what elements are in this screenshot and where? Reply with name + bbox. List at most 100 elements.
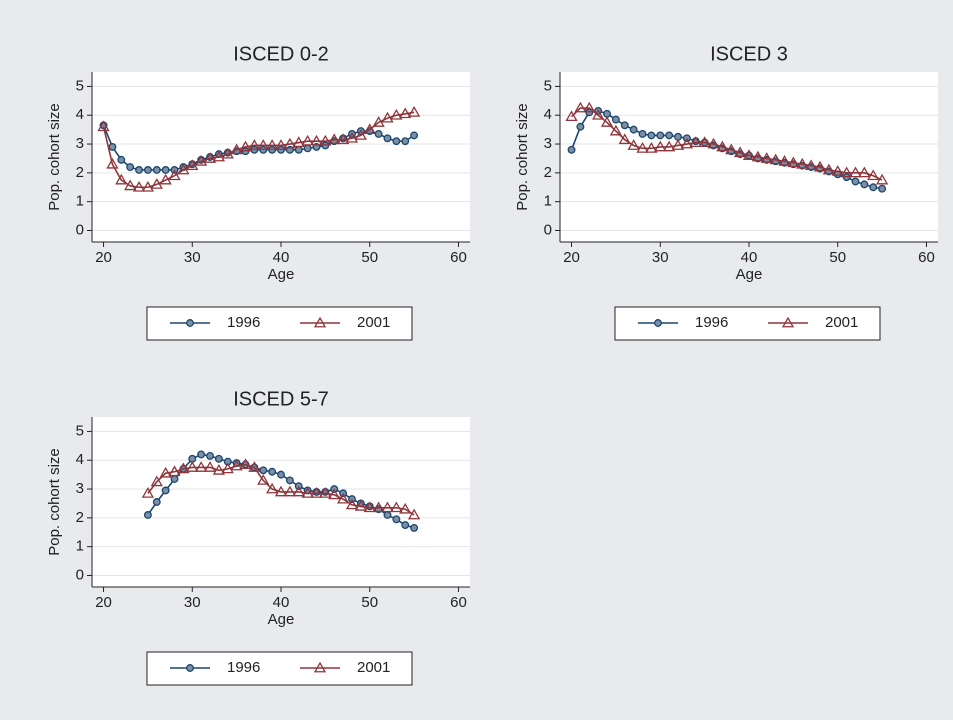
x-tick-label: 20 — [95, 249, 112, 266]
marker — [170, 474, 179, 483]
marker — [159, 466, 172, 478]
marker — [410, 523, 419, 532]
legend-label: 2001 — [825, 314, 858, 331]
marker — [875, 173, 889, 185]
marker — [159, 173, 172, 185]
marker — [671, 139, 685, 150]
legend-label: 2001 — [357, 659, 390, 676]
marker — [197, 450, 206, 459]
marker — [336, 133, 350, 145]
series-line — [102, 111, 415, 189]
marker — [206, 451, 214, 460]
marker — [665, 131, 674, 140]
marker — [372, 116, 385, 127]
marker — [115, 173, 128, 185]
marker — [168, 465, 181, 477]
marker — [565, 110, 578, 122]
marker — [399, 502, 412, 514]
marker — [221, 147, 234, 159]
y-tick-label: 0 — [544, 221, 552, 238]
marker — [266, 139, 279, 150]
x-tick-label: 40 — [273, 594, 290, 611]
x-tick-label: 30 — [184, 249, 201, 266]
marker — [313, 661, 327, 673]
marker — [567, 145, 576, 154]
marker — [168, 169, 181, 181]
marker — [186, 461, 199, 472]
chart-title: ISCED 3 — [710, 43, 788, 65]
marker — [266, 482, 279, 494]
marker — [277, 470, 285, 479]
marker — [618, 133, 631, 145]
marker — [108, 142, 117, 151]
marker — [161, 166, 170, 174]
marker — [858, 166, 871, 178]
x-tick-label: 30 — [184, 594, 201, 611]
marker — [268, 467, 277, 476]
y-tick-label: 2 — [76, 164, 84, 181]
marker — [629, 125, 638, 134]
marker — [401, 521, 410, 530]
marker — [186, 159, 199, 171]
marker — [620, 121, 629, 130]
marker — [186, 319, 194, 327]
marker — [203, 152, 217, 163]
x-axis-label: Age — [268, 266, 295, 283]
marker — [292, 136, 305, 147]
marker — [285, 476, 294, 485]
marker — [716, 140, 729, 152]
marker — [392, 515, 401, 524]
marker — [313, 316, 327, 328]
marker — [212, 463, 226, 475]
marker — [117, 155, 126, 164]
marker — [707, 137, 720, 149]
marker — [239, 458, 252, 469]
marker — [230, 459, 243, 471]
series-line — [147, 463, 415, 516]
marker — [725, 143, 738, 155]
marker — [195, 155, 208, 166]
y-tick-label: 2 — [544, 164, 552, 181]
marker — [781, 316, 795, 328]
marker — [141, 487, 155, 498]
marker — [248, 461, 261, 472]
marker — [274, 485, 288, 497]
y-tick-label: 3 — [544, 135, 552, 152]
y-tick-label: 4 — [76, 106, 84, 123]
marker — [135, 166, 143, 174]
legend-label: 2001 — [357, 314, 390, 331]
marker — [177, 462, 190, 474]
marker — [383, 134, 392, 143]
marker — [851, 177, 860, 186]
marker — [257, 139, 270, 150]
marker — [813, 160, 827, 172]
marker — [849, 166, 862, 178]
marker — [654, 140, 667, 152]
marker — [328, 488, 341, 500]
chart-title: ISCED 0-2 — [233, 43, 329, 65]
marker — [769, 153, 782, 165]
marker — [867, 169, 880, 181]
marker — [336, 492, 350, 504]
marker — [698, 136, 711, 147]
marker — [294, 145, 303, 154]
marker — [319, 134, 332, 146]
marker — [143, 166, 152, 174]
marker — [301, 487, 314, 498]
x-tick-label: 40 — [741, 249, 758, 266]
chart-title: ISCED 5-7 — [233, 388, 329, 410]
marker — [126, 163, 135, 172]
legend-label: 1996 — [695, 314, 728, 331]
marker — [751, 150, 764, 162]
plot-area — [92, 417, 470, 587]
marker — [407, 106, 421, 117]
marker — [150, 475, 163, 487]
marker — [354, 500, 367, 511]
x-tick-label: 60 — [450, 249, 467, 266]
marker — [328, 133, 341, 145]
marker — [259, 466, 268, 475]
x-tick-label: 60 — [450, 594, 467, 611]
marker — [407, 508, 421, 520]
x-tick-label: 50 — [829, 249, 846, 266]
y-axis-label: Pop. cohort size — [514, 103, 531, 211]
